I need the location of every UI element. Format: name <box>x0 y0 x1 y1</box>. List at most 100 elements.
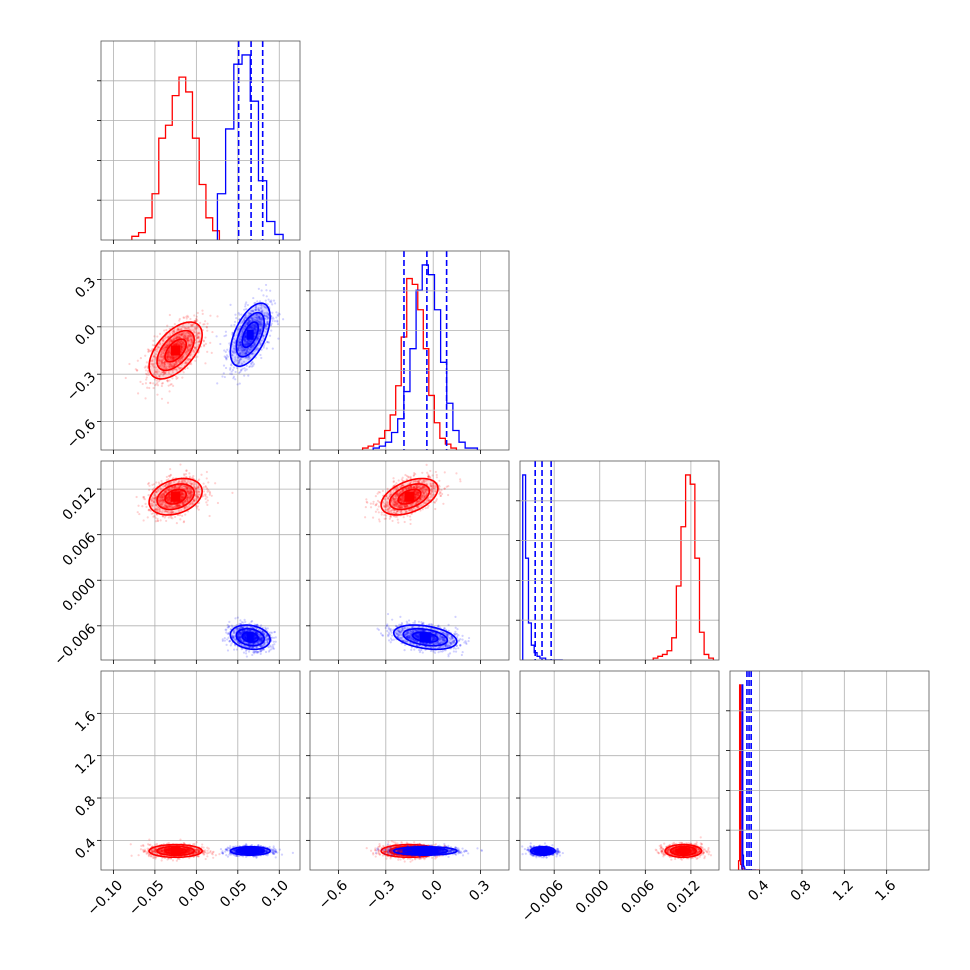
scatter-point <box>168 496 171 499</box>
scatter-point <box>422 501 426 505</box>
scatter-point <box>183 485 187 488</box>
scatter-point <box>169 357 173 360</box>
scatter-point <box>181 355 184 359</box>
scatter-point <box>169 339 173 342</box>
scatter-point <box>194 487 198 491</box>
y-tick-label: 0.0 <box>72 322 99 349</box>
scatter-point <box>160 362 164 365</box>
scatter-point <box>231 354 234 357</box>
scatter-point <box>236 627 239 630</box>
scatter-point <box>139 356 142 360</box>
scatter-point <box>170 340 173 343</box>
scatter-point <box>401 498 404 502</box>
scatter-point <box>180 345 183 348</box>
scatter-point <box>178 504 181 507</box>
scatter-point <box>142 497 145 500</box>
scatter-point <box>241 630 244 633</box>
scatter-point <box>246 321 250 324</box>
scatter-point <box>178 340 182 343</box>
scatter-point <box>167 358 171 362</box>
scatter-point <box>239 635 242 639</box>
scatter-point <box>146 348 150 351</box>
scatter-point <box>158 496 161 499</box>
scatter-point <box>241 320 244 323</box>
scatter-point <box>241 330 245 334</box>
scatter-point <box>260 318 263 321</box>
scatter-point <box>245 322 248 326</box>
scatter-point <box>168 495 171 499</box>
scatter-point <box>249 325 252 328</box>
scatter-point <box>189 491 193 494</box>
scatter-point <box>192 475 195 478</box>
scatter-point <box>246 340 249 343</box>
scatter-point <box>160 502 163 505</box>
scatter-point <box>241 352 244 355</box>
scatter-point <box>186 346 189 349</box>
scatter-point <box>160 361 163 364</box>
scatter-point <box>171 358 174 361</box>
scatter-point <box>182 520 186 523</box>
scatter-point <box>206 499 209 502</box>
scatter-point <box>258 331 261 334</box>
scatter-point <box>266 637 270 640</box>
scatter-point <box>167 488 170 491</box>
scatter-point <box>163 337 166 340</box>
scatter-point <box>180 495 183 499</box>
scatter-point <box>172 331 176 334</box>
scatter-point <box>261 644 264 647</box>
scatter-point <box>159 373 162 376</box>
scatter-point <box>161 349 164 352</box>
scatter-point <box>168 475 171 478</box>
scatter-point <box>155 507 158 510</box>
scatter-point <box>176 336 179 339</box>
scatter-point <box>185 336 189 340</box>
scatter-point <box>195 318 198 321</box>
scatter-point <box>154 353 158 356</box>
scatter-point <box>166 336 169 339</box>
scatter-point <box>169 495 172 498</box>
scatter-point <box>420 495 423 499</box>
scatter-point <box>171 339 174 342</box>
scatter-point <box>179 341 182 345</box>
scatter-point <box>183 343 186 346</box>
scatter-point <box>253 332 256 335</box>
scatter-point <box>157 359 160 362</box>
scatter-point <box>192 349 195 352</box>
scatter-point <box>179 345 183 348</box>
scatter-point <box>168 365 171 368</box>
scatter-point <box>406 486 409 490</box>
scatter-point <box>243 339 247 343</box>
scatter-point <box>163 370 166 374</box>
scatter-point <box>144 397 147 400</box>
scatter-point <box>253 635 256 638</box>
scatter-point <box>221 639 224 642</box>
scatter-point <box>179 485 182 489</box>
scatter-point <box>187 344 190 347</box>
scatter-point <box>171 331 174 334</box>
scatter-point <box>193 351 196 354</box>
scatter-point <box>253 343 256 346</box>
scatter-point <box>167 494 170 497</box>
scatter-point <box>160 496 163 499</box>
scatter-point <box>248 313 251 317</box>
scatter-point <box>168 340 171 343</box>
scatter-point <box>180 342 183 345</box>
scatter-point <box>239 341 242 344</box>
scatter-point <box>238 344 241 347</box>
scatter-point <box>386 487 389 490</box>
scatter-point <box>276 313 279 317</box>
scatter-point <box>248 319 251 322</box>
scatter-point <box>251 319 254 322</box>
scatter-point <box>207 489 210 492</box>
scatter-point <box>250 345 253 348</box>
scatter-point <box>239 632 242 635</box>
scatter-point <box>177 332 181 336</box>
scatter-point <box>150 504 153 508</box>
scatter-point <box>168 505 171 508</box>
scatter-point <box>246 322 249 325</box>
scatter-point <box>260 322 263 326</box>
scatter-point <box>402 495 405 498</box>
scatter-point <box>255 316 258 319</box>
scatter-point <box>237 627 240 630</box>
scatter-point <box>238 341 241 344</box>
